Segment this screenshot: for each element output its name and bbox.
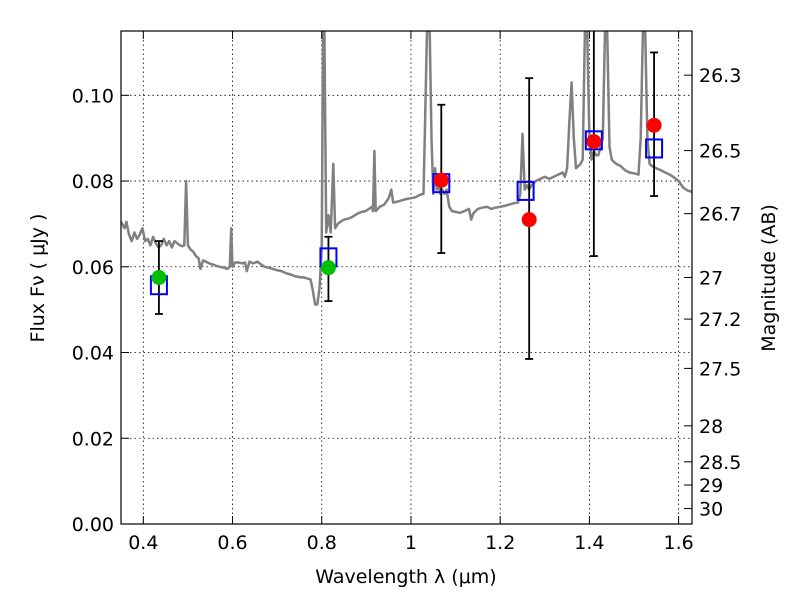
y-tick-label: 0.04 — [72, 343, 114, 365]
axis-ticks — [121, 31, 692, 525]
model-flux-box — [584, 130, 603, 151]
model-flux-box — [645, 138, 664, 159]
y2-axis-label: Magnitude (AB) — [758, 204, 780, 352]
y2-tick-label: 27 — [699, 268, 723, 290]
y-tick-label: 0.06 — [72, 257, 114, 279]
model-spectrum-line — [121, 31, 692, 306]
y2-tick-label: 26.7 — [699, 204, 741, 226]
x-tick-label: 1.6 — [664, 532, 694, 554]
x-tick-label: 1.4 — [574, 532, 604, 554]
y2-tick-label: 27.5 — [699, 358, 741, 380]
x-tick-label: 0.6 — [217, 532, 247, 554]
model-photometry-boxes — [149, 130, 664, 296]
flux-point — [521, 212, 537, 228]
x-tick-label: 1 — [405, 532, 417, 554]
y-tick-labels: 0.00 0.02 0.04 0.06 0.08 0.10 — [72, 85, 114, 536]
y2-tick-label: 28 — [699, 416, 723, 438]
y2-tick-label: 26.5 — [699, 141, 741, 163]
y2-tick-label: 27.2 — [699, 309, 741, 331]
y-tick-label: 0.02 — [72, 428, 114, 450]
y2-tick-label: 26.3 — [699, 65, 741, 87]
detection-point — [151, 270, 167, 285]
y2-tick-label: 30 — [699, 499, 723, 521]
x-tick-label: 0.4 — [128, 532, 158, 554]
y2-tick-label: 28.5 — [699, 452, 741, 474]
y-tick-label: 0.08 — [72, 171, 114, 193]
y-tick-label: 0.00 — [72, 514, 114, 536]
model-flux-box — [516, 180, 535, 201]
x-axis-label: Wavelength λ (μm) — [315, 566, 496, 588]
y2-tick-label: 29 — [699, 475, 723, 497]
flux-point — [433, 172, 449, 188]
y-tick-label: 0.10 — [72, 85, 114, 107]
x-tick-label: 0.8 — [307, 532, 337, 554]
y-axis-label: Flux Fν ( μJy ) — [27, 214, 49, 343]
x-tick-label: 1.2 — [485, 532, 515, 554]
x-tick-labels: 0.4 0.6 0.8 1 1.2 1.4 1.6 — [128, 532, 694, 554]
flux-point — [646, 117, 662, 133]
flux-point — [586, 134, 602, 150]
observed-points — [151, 117, 662, 285]
detection-point — [320, 260, 336, 276]
